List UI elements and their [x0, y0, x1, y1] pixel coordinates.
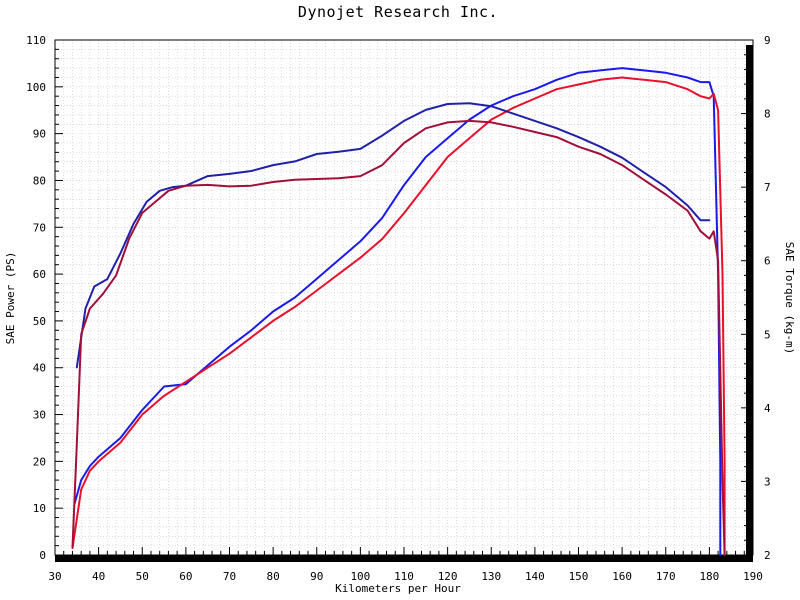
series-line-1	[73, 67, 722, 556]
y-left-tick-label: 110	[26, 34, 46, 47]
y-right-tick-label: 2	[764, 549, 771, 562]
y-axis-right-label: SAE Torque (kg-m)	[783, 242, 796, 355]
x-tick-label: 150	[569, 570, 589, 583]
x-tick-label: 70	[223, 570, 236, 583]
y-left-tick-label: 0	[39, 549, 46, 562]
y-left-tick-label: 60	[33, 268, 46, 281]
series-line-3	[75, 102, 711, 369]
y-right-tick-label: 8	[764, 108, 771, 121]
y-left-tick-label: 40	[33, 362, 46, 375]
y-right-tick-label: 9	[764, 34, 771, 47]
bottom-axis-bar	[55, 555, 753, 562]
y-right-tick-label: 7	[764, 181, 771, 194]
x-axis-label: Kilometers per Hour	[335, 582, 461, 595]
series-line-2	[71, 76, 726, 556]
x-tick-label: 100	[350, 570, 370, 583]
y-left-tick-label: 100	[26, 81, 46, 94]
x-tick-label: 30	[48, 570, 61, 583]
y-right-tick-label: 5	[764, 328, 771, 341]
x-tick-label: 160	[612, 570, 632, 583]
chart-title: Dynojet Research Inc.	[298, 3, 498, 21]
y-left-tick-label: 70	[33, 221, 46, 234]
plot-frame	[54, 39, 754, 556]
right-axis-bar	[746, 45, 753, 562]
x-tick-label: 120	[438, 570, 458, 583]
y-left-tick-label: 80	[33, 174, 46, 187]
x-tick-label: 80	[267, 570, 280, 583]
y-right-tick-label: 3	[764, 475, 771, 488]
x-tick-label: 190	[743, 570, 763, 583]
y-left-tick-label: 50	[33, 315, 46, 328]
x-tick-label: 40	[92, 570, 105, 583]
x-tick-label: 170	[656, 570, 676, 583]
x-tick-label: 50	[136, 570, 149, 583]
y-right-tick-label: 4	[764, 402, 771, 415]
x-tick-label: 130	[481, 570, 501, 583]
y-left-tick-label: 20	[33, 455, 46, 468]
x-tick-label: 140	[525, 570, 545, 583]
y-left-tick-label: 90	[33, 128, 46, 141]
axis-ticks: 30 40 50 60 70 80 90 100 110 120 130 140 150 160 170 18…	[26, 34, 771, 583]
y-right-tick-label: 6	[764, 255, 771, 268]
series-line-4	[71, 119, 726, 556]
grid	[55, 40, 753, 555]
series-layer	[71, 67, 726, 556]
y-axis-left-label: SAE Power (PS)	[4, 252, 17, 345]
x-tick-label: 110	[394, 570, 414, 583]
x-tick-label: 90	[310, 570, 323, 583]
y-left-tick-label: 10	[33, 502, 46, 515]
y-left-tick-label: 30	[33, 409, 46, 422]
x-tick-label: 180	[699, 570, 719, 583]
x-tick-label: 60	[179, 570, 192, 583]
